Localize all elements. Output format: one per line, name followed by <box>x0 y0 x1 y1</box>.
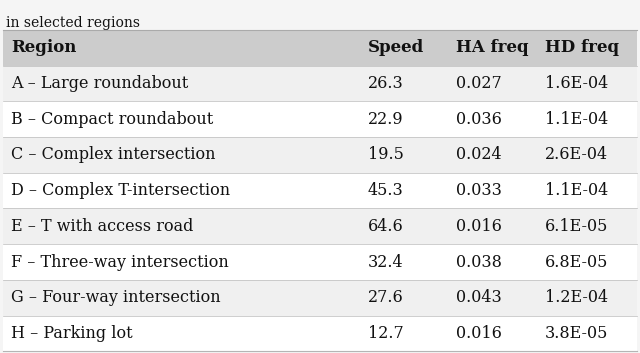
Text: A – Large roundabout: A – Large roundabout <box>11 75 188 92</box>
Text: HA freq: HA freq <box>456 39 529 56</box>
Text: HD freq: HD freq <box>545 39 619 56</box>
Text: 0.038: 0.038 <box>456 253 502 270</box>
Bar <box>3 66 637 101</box>
Text: in selected regions: in selected regions <box>6 16 140 30</box>
Text: Speed: Speed <box>367 39 424 56</box>
Text: 1.1E-04: 1.1E-04 <box>545 182 608 199</box>
Bar <box>3 316 637 351</box>
Text: H – Parking lot: H – Parking lot <box>11 325 132 342</box>
Text: 26.3: 26.3 <box>367 75 403 92</box>
Bar <box>3 244 637 280</box>
Text: 0.024: 0.024 <box>456 146 502 163</box>
Text: 0.033: 0.033 <box>456 182 502 199</box>
Text: 27.6: 27.6 <box>367 289 403 306</box>
Text: 64.6: 64.6 <box>367 218 403 235</box>
Text: 3.8E-05: 3.8E-05 <box>545 325 608 342</box>
Text: 32.4: 32.4 <box>367 253 403 270</box>
Text: 1.6E-04: 1.6E-04 <box>545 75 608 92</box>
Bar <box>3 137 637 173</box>
Text: 2.6E-04: 2.6E-04 <box>545 146 608 163</box>
Text: Region: Region <box>11 39 76 56</box>
Text: 0.016: 0.016 <box>456 325 502 342</box>
Text: 0.036: 0.036 <box>456 111 502 128</box>
Bar <box>3 173 637 209</box>
Text: 0.016: 0.016 <box>456 218 502 235</box>
Text: 0.027: 0.027 <box>456 75 502 92</box>
Text: G – Four-way intersection: G – Four-way intersection <box>11 289 220 306</box>
Text: C – Complex intersection: C – Complex intersection <box>11 146 215 163</box>
Text: 12.7: 12.7 <box>367 325 403 342</box>
Text: D – Complex T-intersection: D – Complex T-intersection <box>11 182 230 199</box>
Text: 45.3: 45.3 <box>367 182 403 199</box>
Text: 1.1E-04: 1.1E-04 <box>545 111 608 128</box>
Text: 0.043: 0.043 <box>456 289 502 306</box>
Text: 6.8E-05: 6.8E-05 <box>545 253 608 270</box>
Text: B – Compact roundabout: B – Compact roundabout <box>11 111 213 128</box>
Text: F – Three-way intersection: F – Three-way intersection <box>11 253 228 270</box>
Text: 1.2E-04: 1.2E-04 <box>545 289 608 306</box>
Bar <box>3 101 637 137</box>
Text: 19.5: 19.5 <box>367 146 403 163</box>
Text: 6.1E-05: 6.1E-05 <box>545 218 608 235</box>
Bar <box>3 280 637 316</box>
Text: E – T with access road: E – T with access road <box>11 218 193 235</box>
Text: 22.9: 22.9 <box>367 111 403 128</box>
Bar <box>3 209 637 244</box>
Bar <box>3 30 637 66</box>
